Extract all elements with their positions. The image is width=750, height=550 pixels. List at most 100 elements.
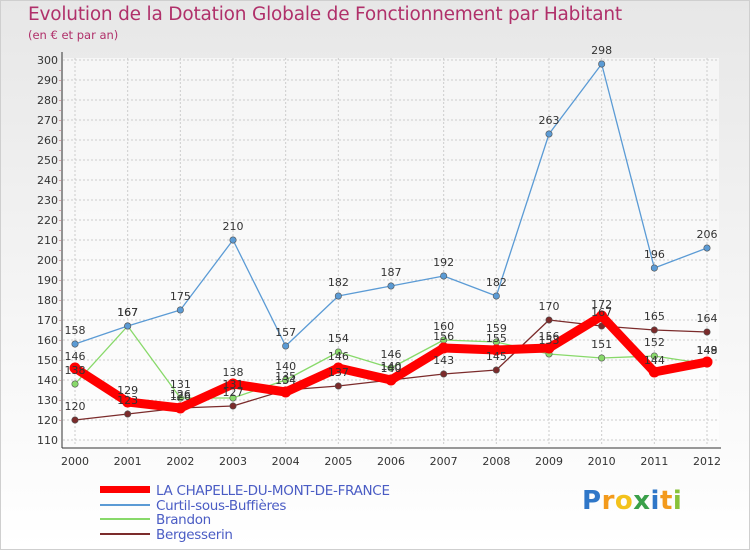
data-label: 206	[697, 228, 718, 241]
data-point	[282, 376, 290, 384]
data-label: 175	[170, 290, 191, 303]
data-label: 157	[275, 326, 296, 339]
data-point	[332, 362, 344, 374]
data-point	[440, 272, 448, 280]
data-label: 148	[697, 344, 718, 357]
data-point	[650, 264, 658, 272]
data-label: 140	[381, 360, 402, 373]
chart-title: Evolution de la Dotation Globale de Fonc…	[28, 4, 622, 25]
logo-letter: x	[633, 486, 651, 516]
y-tick-label: 280	[37, 94, 58, 107]
logo-letter: t	[659, 486, 673, 516]
logo-letter: r	[601, 486, 615, 516]
data-point	[69, 362, 81, 374]
data-label: 146	[328, 350, 349, 363]
data-point	[598, 322, 606, 330]
data-point	[334, 382, 342, 390]
data-label: 160	[433, 320, 454, 333]
legend-swatch	[100, 486, 150, 493]
data-label: 167	[591, 306, 612, 319]
y-tick-label: 290	[37, 74, 58, 87]
data-point	[174, 402, 186, 414]
data-point	[124, 410, 132, 418]
data-point	[703, 328, 711, 336]
x-tick-label: 2010	[588, 455, 616, 468]
data-point	[176, 394, 184, 402]
data-point	[71, 380, 79, 388]
y-tick-label: 120	[37, 414, 58, 427]
data-label: 172	[591, 298, 612, 311]
data-label: 151	[591, 338, 612, 351]
y-tick-label: 190	[37, 274, 58, 287]
data-label: 120	[65, 400, 86, 413]
legend-label: LA CHAPELLE-DU-MONT-DE-FRANCE	[156, 483, 390, 499]
data-point	[545, 316, 553, 324]
data-label: 140	[275, 360, 296, 373]
x-tick-label: 2003	[219, 455, 247, 468]
data-label: 210	[223, 220, 244, 233]
data-label: 187	[381, 266, 402, 279]
data-label: 182	[328, 276, 349, 289]
x-tick-label: 2007	[430, 455, 458, 468]
data-label: 146	[65, 350, 86, 363]
y-tick-label: 150	[37, 354, 58, 367]
data-point	[227, 378, 239, 390]
data-label: 134	[275, 374, 296, 387]
y-tick-label: 200	[37, 254, 58, 267]
x-tick-label: 2012	[693, 455, 721, 468]
data-label: 263	[539, 114, 560, 127]
x-tick-label: 2006	[377, 455, 405, 468]
data-label: 138	[65, 364, 86, 377]
x-tick-label: 2004	[272, 455, 300, 468]
legend-swatch	[100, 518, 150, 520]
legend-label: Bergesserin	[156, 526, 233, 543]
data-label: 144	[644, 354, 665, 367]
data-label: 159	[486, 322, 507, 335]
data-label: 196	[644, 248, 665, 261]
data-point	[703, 244, 711, 252]
data-point	[229, 402, 237, 410]
data-label: 127	[223, 386, 244, 399]
data-point	[596, 310, 608, 322]
data-point	[545, 130, 553, 138]
data-point	[176, 306, 184, 314]
y-tick-label: 180	[37, 294, 58, 307]
x-tick-label: 2009	[535, 455, 563, 468]
data-label: 170	[539, 300, 560, 313]
data-label: 182	[486, 276, 507, 289]
data-point	[71, 340, 79, 348]
logo-letter: i	[650, 486, 660, 516]
chart-subtitle: (en € et par an)	[28, 28, 119, 42]
legend-swatch	[100, 503, 150, 506]
y-tick-label: 300	[37, 54, 58, 67]
data-point	[492, 292, 500, 300]
x-tick-label: 2011	[640, 455, 668, 468]
data-label: 145	[486, 350, 507, 363]
data-label: 126	[170, 388, 191, 401]
data-label: 126	[170, 390, 191, 403]
data-point	[385, 374, 397, 386]
data-label: 143	[433, 354, 454, 367]
y-tick-label: 130	[37, 394, 58, 407]
legend-label: Curtil-sous-Buffières	[156, 497, 287, 514]
x-tick-label: 2008	[482, 455, 510, 468]
data-label: 156	[433, 330, 454, 343]
data-point	[492, 366, 500, 374]
y-tick-label: 240	[37, 174, 58, 187]
data-point	[598, 354, 606, 362]
data-label: 131	[170, 378, 191, 391]
data-label: 129	[117, 384, 138, 397]
data-label: 131	[223, 378, 244, 391]
data-point	[124, 322, 132, 330]
data-label: 167	[117, 306, 138, 319]
logo-letter: i	[672, 486, 683, 516]
data-point	[701, 356, 713, 368]
data-label: 140	[381, 362, 402, 375]
y-tick-label: 140	[37, 374, 58, 387]
y-tick-label: 170	[37, 314, 58, 327]
data-label: 156	[539, 330, 560, 343]
logo-letter: o	[614, 486, 634, 516]
data-label: 298	[591, 44, 612, 57]
legend-swatch	[100, 532, 150, 535]
